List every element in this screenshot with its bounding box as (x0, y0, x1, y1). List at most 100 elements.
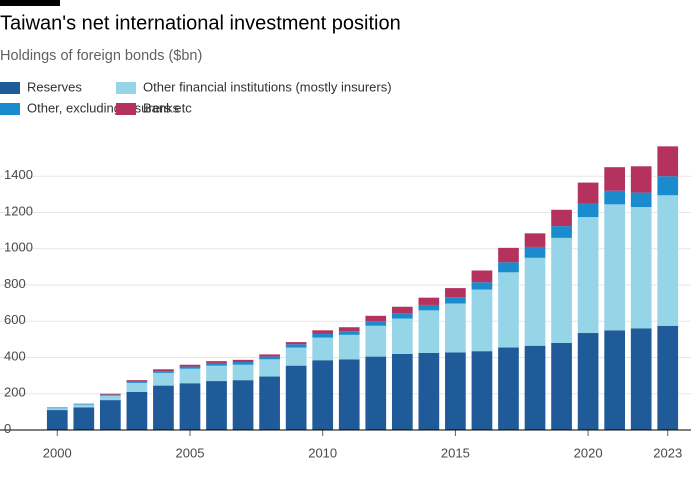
bar-segment (179, 366, 201, 369)
bar-segment (657, 176, 679, 196)
bar-segment (73, 407, 95, 430)
x-tick-label: 2023 (653, 445, 682, 460)
bar-segment (179, 383, 201, 430)
y-tick-label: 400 (4, 348, 26, 363)
bar-segment (445, 352, 466, 430)
y-tick-label: 1200 (4, 203, 33, 218)
bar-segment (471, 289, 493, 352)
bar-segment (46, 408, 68, 411)
legend-label: Reserves (27, 79, 82, 94)
y-tick-label: 200 (4, 385, 26, 400)
bar-segment (232, 359, 254, 363)
bar-segment (551, 343, 572, 430)
chart-subtitle: Holdings of foreign bonds ($bn) (0, 48, 202, 64)
bars (46, 146, 679, 430)
x-tick-label: 2005 (176, 445, 205, 460)
bar-segment (312, 337, 334, 361)
bar-segment (153, 371, 174, 373)
bar-segment (179, 364, 201, 367)
bar-segment (232, 364, 254, 381)
legend-swatch (116, 82, 136, 94)
bar-segment (604, 167, 625, 191)
bar-segment (46, 407, 68, 409)
bar-segment (391, 306, 413, 314)
bar-segment (445, 297, 466, 304)
bar-segment (338, 331, 360, 335)
legend-label: Other, excluding insurers etc (27, 100, 192, 115)
bar-segment (259, 359, 280, 377)
bar-segment (365, 315, 387, 322)
bar-segment (100, 395, 121, 401)
y-tick-label: 0 (4, 421, 11, 436)
bar-segment (126, 382, 148, 392)
bar-segment (259, 356, 280, 360)
bar-segment (285, 344, 307, 348)
legend-label: Other financial institutions (mostly ins… (143, 79, 392, 94)
bar-segment (100, 400, 121, 430)
bar-segment (312, 333, 334, 338)
bar-segment (100, 393, 121, 395)
y-tick-label: 1400 (4, 167, 33, 182)
bar-segment (471, 282, 493, 290)
bar-segment (657, 146, 679, 177)
x-tick-label: 2010 (308, 445, 337, 460)
bar-segment (471, 270, 493, 283)
bar-segment (391, 318, 413, 354)
bar-segment (232, 380, 254, 430)
bar-segment (445, 303, 466, 353)
bar-segment (206, 362, 227, 366)
bar-segment (657, 195, 679, 326)
legend-label: Banks (143, 100, 180, 115)
bar-segment (418, 352, 440, 430)
bar-segment (126, 381, 148, 383)
bar-segment (46, 410, 68, 430)
bar-segment (153, 372, 174, 386)
bar-segment (604, 330, 625, 430)
bar-segment (604, 190, 625, 205)
bar-segment (73, 404, 95, 408)
bar-segment (259, 354, 280, 357)
bar-segment (312, 330, 334, 334)
bar-segment (338, 327, 360, 332)
bar-segment (338, 359, 360, 430)
bar-segment (445, 288, 466, 298)
legend-swatch (0, 103, 20, 115)
bar-segment (153, 369, 174, 372)
bar-segment (153, 385, 174, 430)
bar-segment (524, 246, 546, 258)
bar-segment (418, 310, 440, 353)
bar-segment (312, 360, 334, 430)
bar-segment (524, 257, 546, 346)
bar-segment (524, 233, 546, 247)
bar-segment (471, 351, 493, 430)
brand-bar (0, 0, 60, 6)
bar-segment (498, 272, 519, 348)
bar-segment (365, 356, 387, 430)
bar-segment (285, 347, 307, 366)
bar-segment (630, 328, 652, 430)
x-tick-label: 2000 (43, 445, 72, 460)
bar-segment (551, 209, 572, 227)
bar-segment (391, 353, 413, 430)
bar-segment (604, 204, 625, 331)
bar-segment (100, 394, 121, 396)
bar-segment (577, 333, 599, 430)
bar-segment (498, 247, 519, 263)
y-tick-label: 600 (4, 312, 26, 327)
bar-segment (73, 404, 95, 405)
axes: 0 200 400 600 800 1000 1200 1400 2000 2005 2010 201… (4, 167, 682, 460)
bar-segment (524, 345, 546, 430)
bar-segment (630, 166, 652, 193)
bar-segment (391, 313, 413, 319)
bar-segment (179, 368, 201, 384)
bar-segment (577, 182, 599, 204)
legend: Reserves Other financial institutions (mo… (0, 79, 392, 115)
bar-segment (126, 380, 148, 382)
bar-segment (259, 376, 280, 430)
legend-swatch (116, 103, 136, 115)
bar-segment (498, 262, 519, 273)
bar-segment (232, 362, 254, 365)
x-tick-label: 2015 (441, 445, 470, 460)
bar-segment (577, 203, 599, 218)
